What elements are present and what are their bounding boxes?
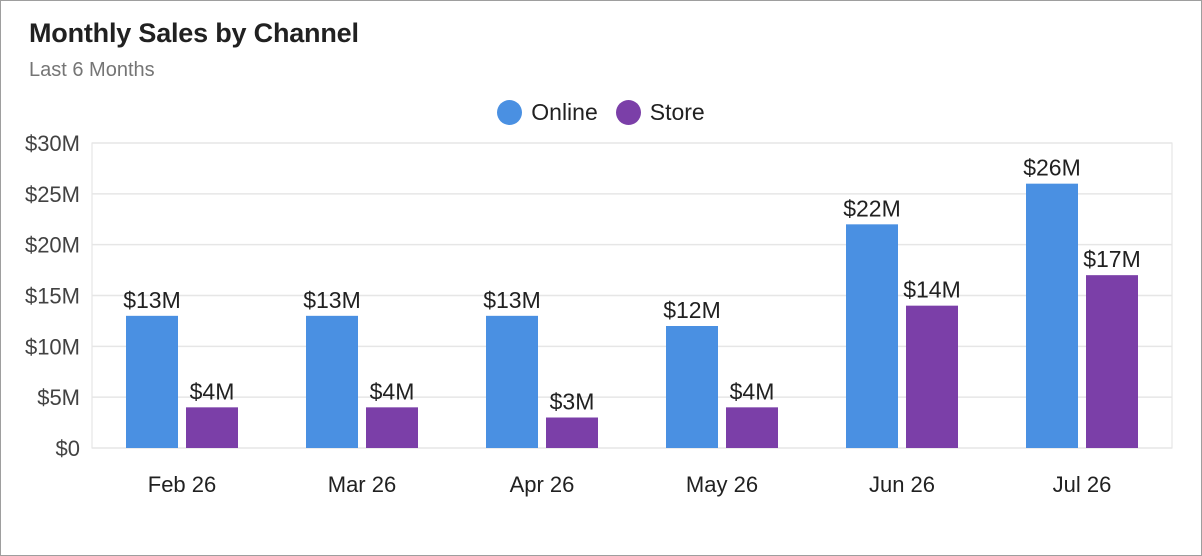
legend-swatch-store <box>615 100 641 125</box>
y-tick-label: $5M <box>37 385 80 410</box>
legend-swatch-online <box>497 100 523 125</box>
bar-online[interactable] <box>486 315 538 448</box>
chart-legend: Online Store <box>0 99 1202 126</box>
data-label-online: $26M <box>1023 155 1081 181</box>
data-label-online: $12M <box>663 297 721 323</box>
bar-online[interactable] <box>846 224 898 448</box>
data-label-online: $13M <box>483 287 541 313</box>
data-label-store: $17M <box>1083 246 1141 272</box>
legend-label-online: Online <box>531 99 598 125</box>
chart-subtitle: Last 6 Months <box>29 59 155 81</box>
data-label-online: $13M <box>303 287 361 313</box>
y-tick-label: $25M <box>25 182 80 207</box>
y-tick-label: $20M <box>25 233 80 258</box>
legend-item-online[interactable]: Online <box>497 99 598 126</box>
data-label-store: $4M <box>190 378 235 404</box>
y-tick-label: $15M <box>25 284 80 309</box>
bar-store[interactable] <box>186 407 238 448</box>
data-label-store: $3M <box>550 389 595 415</box>
bar-online[interactable] <box>306 315 358 448</box>
y-tick-label: $30M <box>25 131 80 156</box>
x-tick-label: May 26 <box>686 472 758 497</box>
bar-store[interactable] <box>546 417 598 449</box>
data-label-store: $14M <box>903 277 961 303</box>
data-label-online: $13M <box>123 287 181 313</box>
x-tick-label: Mar 26 <box>328 472 396 497</box>
x-tick-label: Jul 26 <box>1053 472 1112 497</box>
y-tick-label: $0 <box>56 436 80 461</box>
data-label-store: $4M <box>370 378 415 404</box>
bar-store[interactable] <box>906 305 958 448</box>
data-label-online: $22M <box>843 195 901 221</box>
y-tick-label: $10M <box>25 334 80 359</box>
x-tick-label: Apr 26 <box>510 472 575 497</box>
x-tick-label: Jun 26 <box>869 472 935 497</box>
legend-label-store: Store <box>649 99 705 125</box>
bar-store[interactable] <box>366 407 418 448</box>
data-label-store: $4M <box>730 378 775 404</box>
bar-store[interactable] <box>1086 275 1138 448</box>
bar-online[interactable] <box>1026 183 1078 448</box>
legend-item-store[interactable]: Store <box>615 99 705 126</box>
chart-title: Monthly Sales by Channel <box>29 18 359 48</box>
bar-store[interactable] <box>726 407 778 448</box>
x-tick-label: Feb 26 <box>148 472 217 497</box>
bar-online[interactable] <box>666 326 718 448</box>
bar-online[interactable] <box>126 315 178 448</box>
